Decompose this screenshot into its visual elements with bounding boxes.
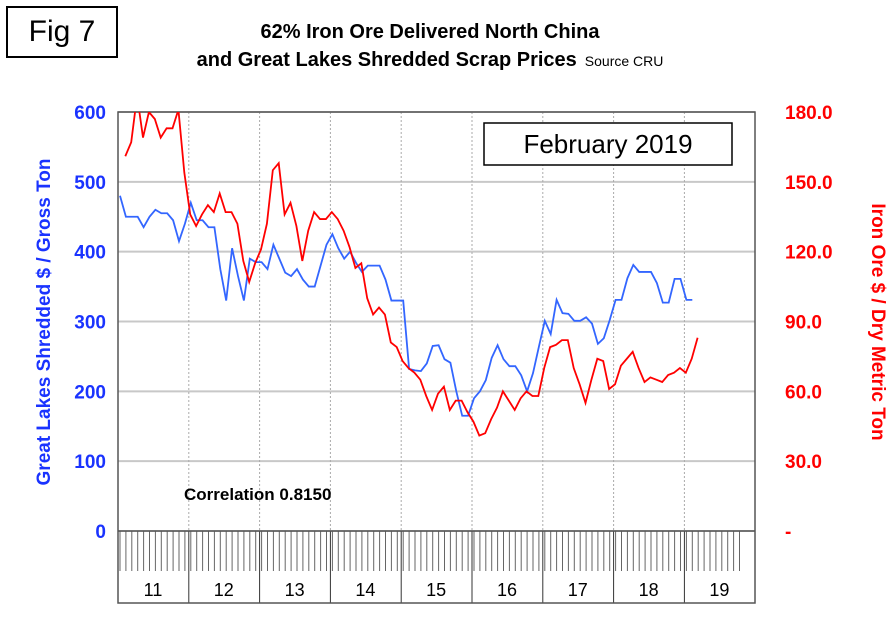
right-tick-label: 90.0 [785,313,822,334]
left-tick-label: 300 [74,313,106,334]
source-note: Source CRU [584,53,664,69]
correlation-annotation: Correlation 0.8150 [184,485,331,504]
left-tick-label: 400 [74,243,106,264]
right-tick-label: - [785,522,791,543]
x-tick-label: 13 [285,580,305,600]
left-tick-label: 200 [74,382,106,403]
title-line-2: and Great Lakes Shredded Scrap Prices [196,49,577,71]
x-tick-label: 12 [214,580,234,600]
x-tick-label: 11 [144,580,163,600]
left-axis-title: Great Lakes Shredded $ / Gross Ton [34,159,55,486]
right-tick-label: 30.0 [785,452,822,473]
left-tick-label: 600 [74,103,106,124]
title-line-1: 62% Iron Ore Delivered North China [260,21,600,43]
right-tick-label: 180.0 [785,103,833,124]
plot-frame [117,111,756,604]
date-box-label: February 2019 [523,129,692,159]
left-tick-label: 0 [95,522,106,543]
x-tick-label: 14 [355,580,375,600]
x-tick-label: 16 [497,580,517,600]
x-tick-label: 18 [639,580,659,600]
x-tick-label: 15 [426,580,446,600]
x-tick-label: 17 [568,580,588,600]
date-box [483,122,733,166]
left-tick-label: 100 [74,452,106,473]
left-tick-label: 500 [74,173,106,194]
x-tick-label: 19 [709,580,729,600]
right-tick-label: 150.0 [785,173,833,194]
figure-label: Fig 7 [6,6,118,58]
right-tick-label: 120.0 [785,243,833,264]
iron-ore-price-line [124,112,699,437]
right-tick-label: 60.0 [785,382,822,403]
chart-title: 62% Iron Ore Delivered North China and G… [120,18,740,75]
scrap-price-line [119,195,693,417]
right-axis-title: Iron Ore $ / Dry Metric Ton [867,203,888,440]
